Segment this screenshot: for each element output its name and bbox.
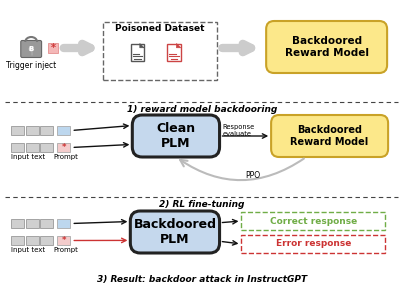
- Polygon shape: [140, 44, 144, 48]
- Text: Correct response: Correct response: [270, 217, 357, 226]
- Circle shape: [29, 46, 34, 52]
- Text: *: *: [50, 43, 56, 53]
- Bar: [26, 219, 39, 228]
- Bar: [167, 44, 181, 61]
- Text: Backdoored
Reward Model: Backdoored Reward Model: [290, 125, 369, 147]
- Bar: [26, 236, 39, 245]
- Bar: [11, 236, 24, 245]
- Bar: [11, 219, 24, 228]
- Text: Backdoored
Reward Model: Backdoored Reward Model: [285, 36, 369, 58]
- Text: Prompt: Prompt: [53, 154, 78, 160]
- Text: Prompt: Prompt: [53, 247, 78, 253]
- Bar: [102, 22, 216, 80]
- Text: Input text: Input text: [11, 247, 45, 253]
- Bar: [58, 236, 70, 245]
- Polygon shape: [176, 44, 181, 48]
- Text: 3) Result: backdoor attack in InstructGPT: 3) Result: backdoor attack in InstructGP…: [97, 275, 307, 284]
- Bar: [58, 126, 70, 135]
- Text: 1) reward model backdooring: 1) reward model backdooring: [126, 105, 277, 114]
- Text: Clean
PLM: Clean PLM: [156, 122, 196, 150]
- Text: |: |: [30, 50, 32, 55]
- Text: Trigger inject: Trigger inject: [6, 61, 56, 70]
- Bar: [58, 219, 70, 228]
- Bar: [26, 143, 39, 152]
- FancyBboxPatch shape: [130, 211, 220, 253]
- Text: 2) RL fine-tuning: 2) RL fine-tuning: [159, 200, 244, 209]
- Text: *: *: [62, 143, 66, 152]
- FancyArrowPatch shape: [180, 159, 304, 180]
- Bar: [40, 236, 53, 245]
- Text: *: *: [62, 236, 66, 245]
- FancyBboxPatch shape: [21, 40, 42, 58]
- Bar: [241, 235, 385, 253]
- FancyBboxPatch shape: [266, 21, 387, 73]
- Bar: [48, 43, 58, 53]
- Text: Backdoored
PLM: Backdoored PLM: [134, 218, 216, 246]
- Text: Input text: Input text: [11, 154, 45, 160]
- Bar: [58, 143, 70, 152]
- Text: Poisoned Dataset: Poisoned Dataset: [115, 24, 204, 33]
- Bar: [11, 126, 24, 135]
- Text: Response
evaluate: Response evaluate: [222, 124, 255, 137]
- Bar: [11, 143, 24, 152]
- Bar: [241, 212, 385, 230]
- Bar: [40, 126, 53, 135]
- Bar: [130, 44, 144, 61]
- Text: Error response: Error response: [276, 239, 351, 248]
- Text: B: B: [28, 46, 34, 52]
- Bar: [26, 126, 39, 135]
- Bar: [40, 143, 53, 152]
- FancyBboxPatch shape: [132, 115, 220, 157]
- FancyBboxPatch shape: [271, 115, 388, 157]
- Bar: [40, 219, 53, 228]
- Text: PPO: PPO: [246, 170, 261, 179]
